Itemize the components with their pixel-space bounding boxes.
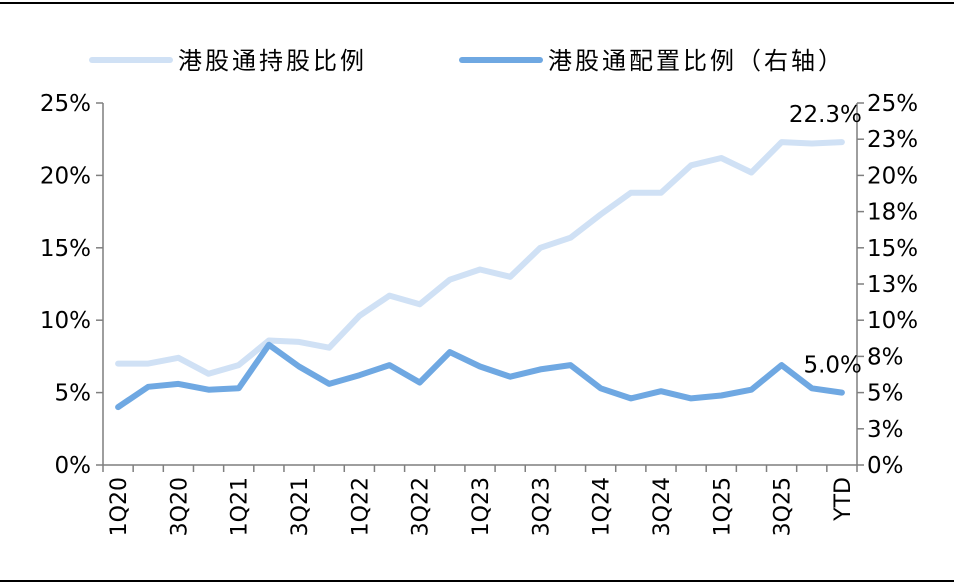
x-tick-label: 3Q22 xyxy=(409,477,434,536)
x-tick-label: 3Q21 xyxy=(288,477,313,536)
y-right-tick-label: 23% xyxy=(867,127,918,153)
series-line-1 xyxy=(115,139,845,377)
data-label-2: 5.0% xyxy=(803,353,861,379)
y-left-tick-label: 20% xyxy=(40,163,91,189)
x-tick-label: 1Q20 xyxy=(107,477,132,536)
y-left-tick-label: 0% xyxy=(55,453,92,479)
y-left-tick-label: 5% xyxy=(55,381,92,407)
x-tick-label: YTD xyxy=(831,477,856,522)
x-tick-label: 3Q23 xyxy=(529,477,554,536)
legend-label-1: 港股通持股比例 xyxy=(178,47,367,75)
y-right-tick-label: 8% xyxy=(867,344,904,370)
data-label-1: 22.3% xyxy=(789,102,862,128)
series-line-2 xyxy=(115,341,845,411)
y-right-tick-label: 18% xyxy=(867,200,918,226)
y-left-tick-label: 10% xyxy=(40,308,91,334)
y-right-tick-label: 20% xyxy=(867,163,918,189)
x-tick-label: 1Q24 xyxy=(590,477,615,536)
y-left-tick-label: 25% xyxy=(40,91,91,117)
x-tick-label: 1Q25 xyxy=(710,477,735,536)
y-right-tick-label: 0% xyxy=(867,453,904,479)
y-right-tick-label: 25% xyxy=(867,91,918,117)
y-right-tick-label: 3% xyxy=(867,417,904,443)
y-left-tick-label: 15% xyxy=(40,236,91,262)
x-tick-label: 3Q25 xyxy=(771,477,796,536)
x-tick-label: 1Q23 xyxy=(469,477,494,536)
legend-label-2: 港股通配置比例（右轴） xyxy=(548,47,845,75)
y-right-tick-label: 13% xyxy=(867,272,918,298)
x-tick-label: 3Q20 xyxy=(167,477,192,536)
y-right-tick-label: 10% xyxy=(867,308,918,334)
y-right-tick-label: 15% xyxy=(867,236,918,262)
x-tick-label: 1Q21 xyxy=(228,477,253,536)
x-tick-label: 3Q24 xyxy=(650,477,675,536)
x-tick-label: 1Q22 xyxy=(348,477,373,536)
y-right-tick-label: 5% xyxy=(867,381,904,407)
